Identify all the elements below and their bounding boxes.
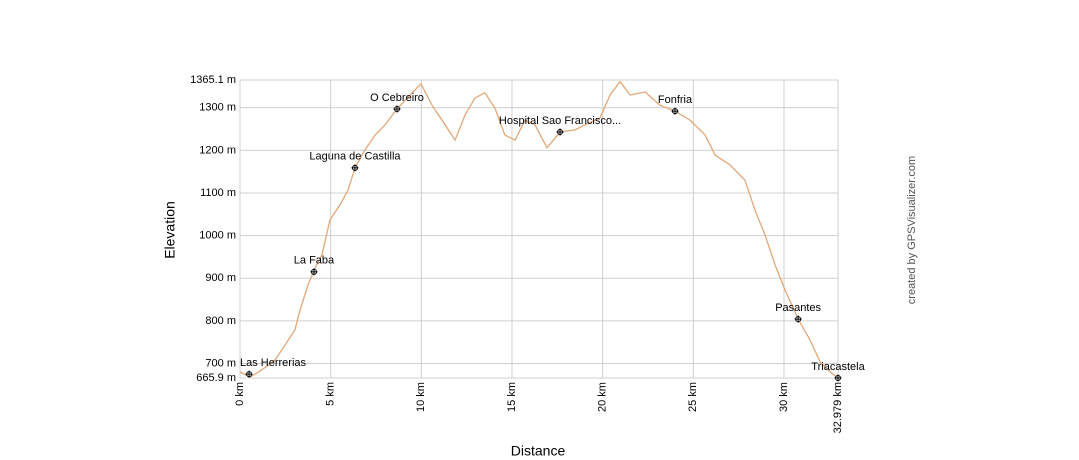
waypoint-label: Pasantes xyxy=(775,302,821,314)
waypoint-marker xyxy=(794,315,802,323)
waypoint-label: O Cebreiro xyxy=(370,92,424,104)
x-tick-label: 20 km xyxy=(597,382,609,412)
x-tick-label: 0 km xyxy=(234,382,246,406)
waypoint-label: Hospital Sao Francisco... xyxy=(499,115,621,127)
x-axis-title: Distance xyxy=(511,443,566,459)
credit: created by GPSVisualizer.com xyxy=(906,156,918,304)
y-tick-label: 665.9 m xyxy=(196,372,236,384)
waypoint-label: Triacastela xyxy=(811,361,865,373)
waypoint-marker xyxy=(351,164,359,172)
y-tick-label: 1365.1 m xyxy=(190,74,236,86)
y-tick-label: 800 m xyxy=(205,315,236,327)
elevation-line xyxy=(239,80,839,379)
waypoint-label: Fonfria xyxy=(658,94,693,106)
y-tick-label: 1100 m xyxy=(200,187,236,199)
waypoint-marker xyxy=(310,268,318,276)
waypoint-label: La Faba xyxy=(294,255,335,267)
waypoint-label: Las Herrerias xyxy=(240,357,307,369)
waypoint-marker xyxy=(556,128,564,136)
y-tick-label: 1200 m xyxy=(199,144,236,156)
waypoint-marker xyxy=(393,105,401,113)
x-tick-label: 30 km xyxy=(778,382,790,412)
y-tick-label: 1300 m xyxy=(199,102,236,114)
waypoint-marker xyxy=(834,374,842,382)
y-tick-label: 700 m xyxy=(205,357,236,369)
x-tick-label: 15 km xyxy=(506,382,518,412)
y-axis-title: Elevation xyxy=(162,201,178,259)
y-tick-label: 1000 m xyxy=(199,230,236,242)
waypoint-label: Laguna de Castilla xyxy=(309,151,401,163)
y-tick-label: 900 m xyxy=(205,272,236,284)
x-tick-label: 25 km xyxy=(687,382,699,412)
waypoint-marker xyxy=(245,370,253,378)
x-tick-label: 5 km xyxy=(325,382,337,406)
waypoint-marker xyxy=(671,107,679,115)
x-tick-label: 32.979 km xyxy=(832,382,844,433)
x-tick-label: 10 km xyxy=(415,382,427,412)
